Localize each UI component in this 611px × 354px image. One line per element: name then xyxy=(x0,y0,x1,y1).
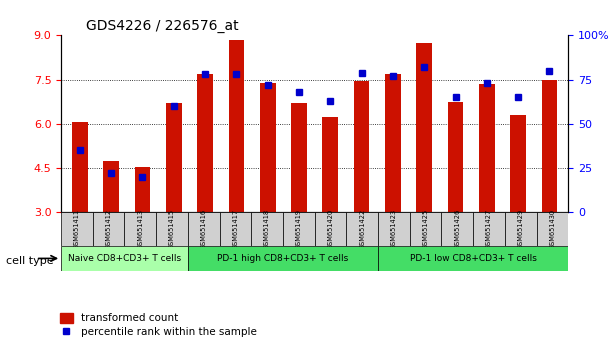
Text: Naive CD8+CD3+ T cells: Naive CD8+CD3+ T cells xyxy=(68,254,181,263)
Text: GSM651430: GSM651430 xyxy=(549,209,555,249)
Bar xyxy=(505,212,536,246)
Text: GSM651423: GSM651423 xyxy=(391,209,397,249)
Bar xyxy=(260,82,276,212)
Text: GSM651415: GSM651415 xyxy=(169,209,175,249)
Text: GSM651429: GSM651429 xyxy=(518,209,524,249)
Text: GSM651413: GSM651413 xyxy=(137,209,144,249)
Text: GSM651417: GSM651417 xyxy=(232,209,238,249)
Bar xyxy=(188,246,378,271)
Bar xyxy=(479,84,495,212)
Bar xyxy=(103,161,119,212)
Bar xyxy=(156,212,188,246)
Bar xyxy=(125,212,156,246)
Bar xyxy=(441,212,473,246)
Text: GSM651422: GSM651422 xyxy=(359,209,365,249)
Bar xyxy=(283,212,315,246)
Bar xyxy=(93,212,125,246)
Text: cell type: cell type xyxy=(6,256,54,266)
Bar xyxy=(473,212,505,246)
Bar xyxy=(197,74,213,212)
Bar xyxy=(323,116,338,212)
Bar xyxy=(410,212,442,246)
Bar xyxy=(417,43,432,212)
Bar xyxy=(229,40,244,212)
Legend: transformed count, percentile rank within the sample: transformed count, percentile rank withi… xyxy=(60,313,257,337)
Text: PD-1 high CD8+CD3+ T cells: PD-1 high CD8+CD3+ T cells xyxy=(218,254,349,263)
Bar xyxy=(378,246,568,271)
Bar xyxy=(61,212,93,246)
Bar xyxy=(166,103,181,212)
Bar xyxy=(188,212,219,246)
Text: GSM651425: GSM651425 xyxy=(423,209,428,249)
Bar xyxy=(291,103,307,212)
Bar xyxy=(354,81,370,212)
Bar xyxy=(251,212,283,246)
Bar xyxy=(134,167,150,212)
Text: GSM651411: GSM651411 xyxy=(74,209,80,249)
Bar xyxy=(510,115,526,212)
Text: GDS4226 / 226576_at: GDS4226 / 226576_at xyxy=(87,19,239,33)
Bar xyxy=(61,246,188,271)
Bar xyxy=(378,212,410,246)
Bar xyxy=(385,74,401,212)
Text: GSM651416: GSM651416 xyxy=(201,209,207,249)
Bar xyxy=(219,212,251,246)
Text: PD-1 low CD8+CD3+ T cells: PD-1 low CD8+CD3+ T cells xyxy=(410,254,536,263)
Text: GSM651426: GSM651426 xyxy=(455,209,460,249)
Text: GSM651412: GSM651412 xyxy=(106,209,112,249)
Text: GSM651427: GSM651427 xyxy=(486,209,492,249)
Text: GSM651418: GSM651418 xyxy=(264,209,270,249)
Bar xyxy=(315,212,346,246)
Text: GSM651420: GSM651420 xyxy=(327,209,334,249)
Text: GSM651419: GSM651419 xyxy=(296,209,302,249)
Bar xyxy=(536,212,568,246)
Bar xyxy=(448,102,463,212)
Bar xyxy=(72,122,88,212)
Bar xyxy=(346,212,378,246)
Bar xyxy=(541,80,557,212)
